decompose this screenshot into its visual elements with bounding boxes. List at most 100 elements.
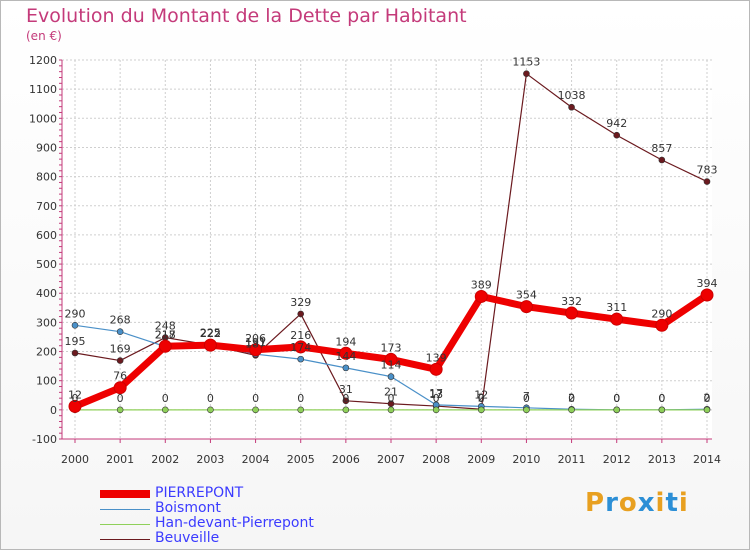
- data-label: 2: [478, 391, 485, 404]
- data-point: [71, 349, 79, 357]
- data-label: 218: [155, 328, 176, 341]
- data-label: 206: [245, 332, 266, 345]
- data-label: 187: [245, 337, 266, 350]
- data-label: 12: [474, 388, 488, 401]
- data-point: [71, 321, 79, 329]
- data-label: 144: [335, 350, 356, 363]
- logo-letter: i: [655, 488, 666, 518]
- data-label: 942: [606, 117, 627, 130]
- y-tick-label: 1200: [29, 54, 57, 67]
- data-point: [252, 406, 259, 414]
- data-point: [387, 373, 395, 380]
- data-label: 0: [162, 392, 169, 405]
- data-label: 268: [110, 314, 131, 327]
- data-point: [161, 406, 169, 414]
- y-tick-label: 400: [36, 287, 57, 300]
- data-label: 389: [471, 278, 492, 291]
- logo-letter: x: [637, 488, 656, 518]
- data-point: [342, 397, 350, 405]
- data-point: [384, 352, 398, 366]
- data-point: [297, 406, 305, 414]
- data-label: 139: [426, 351, 447, 364]
- data-label: 17: [429, 387, 443, 400]
- x-tick-label: 2001: [106, 453, 134, 466]
- data-point: [203, 338, 217, 352]
- x-tick-label: 2009: [467, 453, 495, 466]
- data-label: 2: [704, 391, 711, 404]
- data-label: 0: [523, 392, 530, 405]
- data-point: [429, 362, 443, 376]
- data-label: 0: [117, 392, 124, 405]
- data-point: [339, 346, 353, 360]
- chart-subtitle: (en €): [26, 29, 62, 43]
- data-label: 0: [388, 392, 395, 405]
- data-label: 354: [516, 289, 537, 302]
- y-tick-label: 0: [50, 404, 57, 417]
- data-point: [700, 288, 714, 302]
- proxiti-logo: Proxiti: [585, 488, 689, 518]
- data-point: [297, 310, 305, 318]
- data-point: [703, 406, 711, 414]
- logo-letter: r: [605, 488, 619, 518]
- data-label: 169: [110, 343, 131, 356]
- data-point: [610, 312, 624, 326]
- data-point: [568, 103, 575, 111]
- data-label: 329: [290, 296, 311, 309]
- y-tick-label: 1100: [29, 83, 57, 96]
- data-point: [658, 156, 666, 164]
- data-point: [568, 406, 575, 414]
- data-label: 222: [200, 327, 221, 340]
- data-label: 857: [651, 142, 672, 155]
- x-tick-label: 2008: [422, 453, 450, 466]
- data-label: 76: [113, 370, 127, 383]
- data-label: 174: [290, 341, 311, 354]
- data-label: 21: [384, 386, 398, 399]
- legend-swatch: [100, 490, 150, 498]
- y-tick-label: 300: [36, 316, 57, 329]
- data-point: [613, 406, 621, 414]
- data-label: 31: [339, 383, 353, 396]
- y-tick-label: 1000: [29, 112, 57, 125]
- x-tick-label: 2011: [558, 453, 586, 466]
- logo-letter: o: [618, 488, 638, 518]
- data-label: 0: [613, 392, 620, 405]
- data-label: 114: [381, 359, 402, 372]
- x-tick-label: 2010: [512, 453, 540, 466]
- y-tick-label: 600: [36, 229, 57, 242]
- data-label: 191: [245, 336, 266, 349]
- data-label: 13: [429, 388, 443, 401]
- data-point: [523, 406, 530, 414]
- data-label: 222: [200, 327, 221, 340]
- data-point: [158, 339, 172, 353]
- data-label: 194: [335, 335, 356, 348]
- data-label: 0: [342, 392, 349, 405]
- logo-letter: P: [585, 488, 606, 518]
- legend-label: PIERREPONT: [155, 485, 244, 501]
- data-label: 0: [297, 392, 304, 405]
- data-label: 217: [155, 329, 176, 342]
- data-label: 394: [697, 277, 718, 290]
- legend-label: Boismont: [155, 500, 221, 516]
- x-tick-label: 2002: [151, 453, 179, 466]
- data-point: [207, 406, 214, 414]
- x-tick-label: 2004: [242, 453, 270, 466]
- y-tick-label: 700: [36, 200, 57, 213]
- data-point: [655, 318, 669, 332]
- data-label: 195: [65, 335, 86, 348]
- data-label: 0: [207, 392, 214, 405]
- data-label: 0: [658, 392, 665, 405]
- chart-title: Evolution du Montant de la Dette par Hab…: [26, 5, 467, 27]
- data-point: [387, 406, 395, 414]
- data-point: [68, 399, 82, 413]
- data-label: 1038: [558, 89, 586, 102]
- data-label: 225: [200, 326, 221, 339]
- data-label: 2: [568, 391, 575, 404]
- data-point: [523, 70, 530, 78]
- logo-letter: i: [678, 488, 689, 518]
- data-point: [703, 178, 711, 185]
- data-point: [613, 131, 621, 139]
- data-point: [477, 406, 485, 414]
- legend-swatch: [100, 538, 150, 540]
- data-label: 0: [613, 392, 620, 405]
- y-tick-label: 500: [36, 258, 57, 271]
